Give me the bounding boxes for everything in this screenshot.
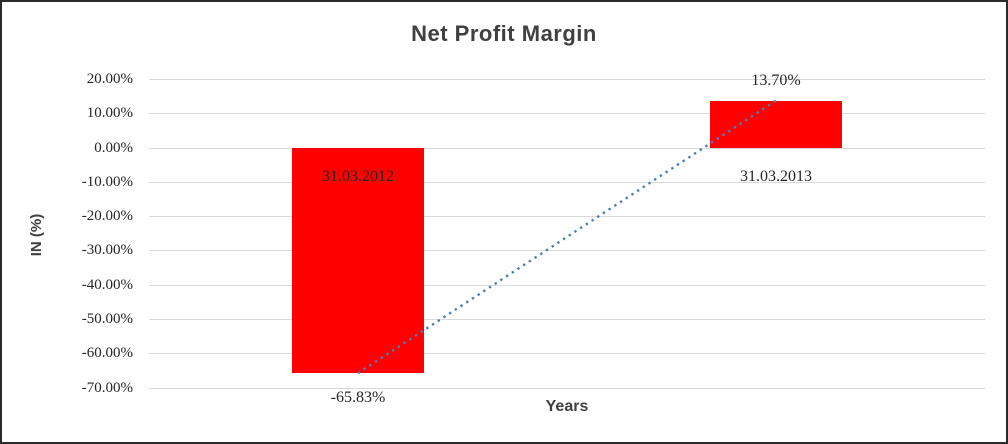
gridline [149,113,985,115]
y-tick-label: -20.00% [81,208,133,225]
y-tick-label: -70.00% [81,379,133,396]
y-tick-label: 0.00% [94,139,133,156]
gridline [149,216,985,218]
y-tick-label: -30.00% [81,242,133,259]
x-axis-title: Years [545,398,589,415]
y-tick-label: 10.00% [86,105,133,122]
y-tick-label: -60.00% [81,345,133,362]
gridline [149,147,985,149]
gridline [149,284,985,286]
gridline [149,250,985,252]
gridline [149,318,985,320]
gridline [149,181,985,183]
y-tick-label: -10.00% [81,173,133,190]
y-tick-label: 20.00% [86,71,133,87]
category-label: 31.03.2013 [740,167,812,185]
y-tick-label: -40.00% [81,276,133,293]
chart-title: Net Profit Margin [411,21,597,46]
category-label: 31.03.2012 [322,167,394,185]
y-tick-label: -50.00% [81,310,133,327]
trendline [357,99,777,375]
bar [292,147,424,374]
gridline [149,387,985,389]
bar-data-label: -65.83% [330,389,386,407]
gridline [149,353,985,355]
bar-data-label: 13.70% [751,71,801,89]
gridline [149,79,985,80]
bar [710,100,842,148]
